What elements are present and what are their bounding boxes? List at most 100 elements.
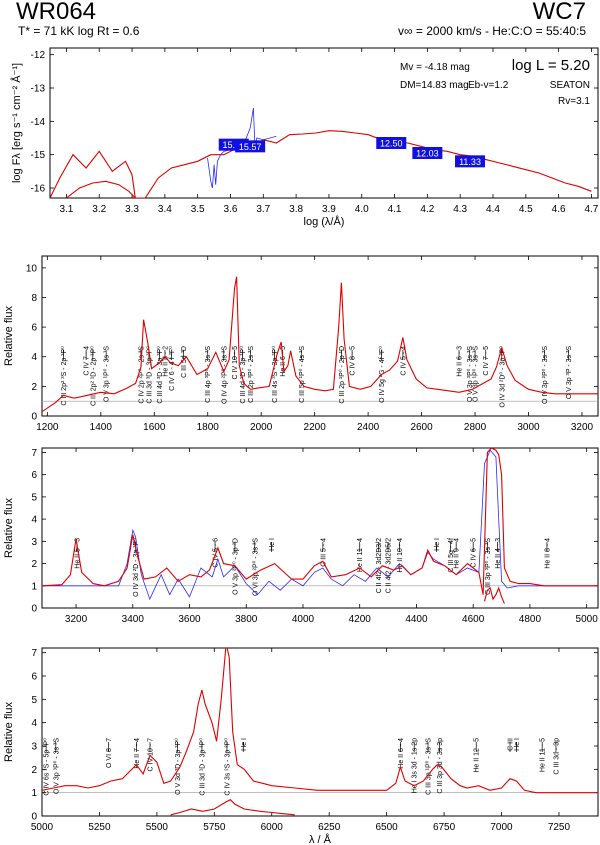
x-tick-label: 4000 <box>292 614 315 625</box>
line-id-label: O IV 3d ²D⁰ - 3p ²P⁰ <box>498 346 506 408</box>
y-tick-label: -16 <box>31 184 46 195</box>
line-id-label: He I 3s 3d - 1s 2p <box>412 738 419 793</box>
optical2-y-axis-label: Relative flux <box>3 702 15 762</box>
info-rv: Rv=3.1 <box>558 96 590 107</box>
x-tick-label: 3600 <box>178 614 201 625</box>
star-parameters: T* = 71 kK log Rt = 0.6 <box>18 24 140 38</box>
line-id-label: C III <box>508 738 515 751</box>
y-tick-label: -15 <box>31 150 46 161</box>
line-id-label: C III 2p ³P⁰ - 2s ³S <box>247 346 255 403</box>
y-tick-label: 5 <box>31 695 37 706</box>
y-tick-label: -12 <box>31 50 46 61</box>
wind-parameters: v∞ = 2000 km/s - He:C:O = 55:40:5 <box>398 24 586 38</box>
line-id-label: He II 6 - 4 <box>398 738 405 769</box>
line-id-label: He I <box>269 538 276 551</box>
y-tick-label: 10 <box>26 263 38 274</box>
y-tick-label: 2 <box>31 382 37 393</box>
uv-frame <box>41 255 599 417</box>
y-tick-label: 0 <box>31 812 37 823</box>
sed-model-dip-line <box>66 180 136 198</box>
optical1-observed-line <box>42 449 598 601</box>
sed-frame <box>49 47 599 199</box>
line-id-label: O IV 3p ²P⁰ - 3s ²S <box>541 346 549 404</box>
optical1-frame <box>41 447 599 609</box>
info-logL: log L = 5.20 <box>512 57 590 74</box>
y-tick-label: 7 <box>31 448 37 459</box>
line-id-label: C III 3p ³P⁰ - 3s ³S <box>484 538 492 595</box>
line-id-label: C IV 8 - 5 <box>350 346 357 376</box>
x-tick-label: 4.5 <box>519 204 533 215</box>
x-tick-label: 1800 <box>197 422 220 433</box>
x-tick-label: 3.6 <box>224 204 238 215</box>
line-id-label: He II 4 - 3 <box>495 538 502 569</box>
optical1-model-line <box>42 448 598 595</box>
line-id-label: C III 3d - 3p <box>553 738 560 775</box>
line-id-label: C IV 5 - 4 <box>400 346 407 376</box>
sed-y-axis-label: log Fλ [erg s⁻¹ cm⁻² Å⁻¹] <box>10 63 23 183</box>
y-tick-label: 1 <box>31 788 37 799</box>
x-tick-label: 3.7 <box>256 204 270 215</box>
optical2-frame <box>41 647 599 817</box>
y-tick-label: 6 <box>31 672 37 683</box>
line-id-label: C III 5 - 4 <box>320 538 327 567</box>
optical2-panel: 5000 5250 5500 5750 6000 6250 6500 6750 7000 7250… <box>3 647 599 845</box>
x-tick-label: 2600 <box>410 422 433 433</box>
x-tick-label: 5750 <box>203 822 226 833</box>
photometry-magnitude: 12.50 <box>380 139 403 149</box>
line-id-label: C IV 6 - 4 f ²F⁰ <box>168 346 176 391</box>
x-tick-label: 3000 <box>517 422 540 433</box>
line-id-label: He I <box>241 738 248 751</box>
line-id-label: C III 5p ¹P⁰ - 4s ¹S <box>298 346 306 403</box>
line-id-label: C III 4d ¹D - 3p ¹P⁰ <box>239 346 247 404</box>
line-id-label: O V 3d ³D - 3p ³P⁰ <box>174 738 182 795</box>
x-tick-label: 3800 <box>235 614 258 625</box>
photometry-magnitude: 15.73 <box>222 140 245 150</box>
x-tick-label: 3.8 <box>289 204 303 215</box>
x-tick-label: 2800 <box>464 422 487 433</box>
y-tick-label: 7 <box>31 648 37 659</box>
x-tick-label: 4.0 <box>355 204 369 215</box>
optical1-panel: 3200 3400 3600 3800 4000 4200 4400 4600 4800 5000… <box>3 447 599 625</box>
x-tick-label: 3.1 <box>59 204 73 215</box>
line-id-label: C II 4f2 - 3d2D3/2 <box>376 538 383 593</box>
photometry-box <box>376 137 407 149</box>
line-id-label: O IV 4p ²P⁰ - 3s ²S <box>220 346 228 404</box>
x-tick-label: 6500 <box>376 822 399 833</box>
x-tick-label: 3400 <box>122 614 145 625</box>
x-tick-label: 6750 <box>433 822 456 833</box>
sed-model-line <box>50 130 592 198</box>
line-id-label: C III 2p² ³S - 2p ³P⁰ <box>60 346 68 406</box>
y-tick-label: 4 <box>31 352 37 363</box>
line-id-label: C IV 7 - 4 <box>84 346 91 376</box>
line-id-label: He II 3 - 2 <box>162 346 169 377</box>
spectral-type: WC7 <box>532 0 586 25</box>
line-id-label: O VI 3p ²P⁰ - 3s ²S <box>251 538 259 596</box>
line-id-label: C IV 10 - 5 <box>232 346 239 380</box>
info-mv: Mv = -4.18 mag <box>400 62 470 73</box>
x-tick-label: 4200 <box>349 614 372 625</box>
optical2-model-line <box>42 648 598 794</box>
x-tick-label: 4.7 <box>584 204 598 215</box>
x-tick-label: 1400 <box>90 422 113 433</box>
x-tick-label: 3.4 <box>158 204 172 215</box>
line-id-label: He II 9 - 4 <box>454 538 461 569</box>
y-tick-label: 2 <box>31 559 37 570</box>
uv-model-line <box>42 276 598 413</box>
x-tick-label: 4800 <box>519 614 542 625</box>
info-law: SEATON <box>550 80 590 91</box>
line-id-label: He II 6 - 5 <box>280 346 287 377</box>
line-id-label: C IV 6 - 5 <box>471 538 478 568</box>
x-tick-label: 3.2 <box>92 204 106 215</box>
line-id-label: O V 3p ³P - 3s ³S <box>566 346 573 399</box>
x-tick-label: 2400 <box>357 422 380 433</box>
y-tick-label: -14 <box>31 117 46 128</box>
x-tick-label: 5250 <box>88 822 111 833</box>
y-tick-label: 8 <box>31 293 37 304</box>
photometry-magnitude: 12.03 <box>416 149 439 159</box>
optical2-x-axis-label: λ / Å <box>309 833 332 845</box>
sed-x-axis-label: log (λ/Å) <box>304 215 345 228</box>
line-id-label: O V 3p ³P⁰ - 3s ³S <box>52 738 60 794</box>
line-id-label: He II 7 - 4 <box>134 738 141 769</box>
optical2-model-inset-line <box>170 799 295 816</box>
x-tick-label: 4600 <box>462 614 485 625</box>
